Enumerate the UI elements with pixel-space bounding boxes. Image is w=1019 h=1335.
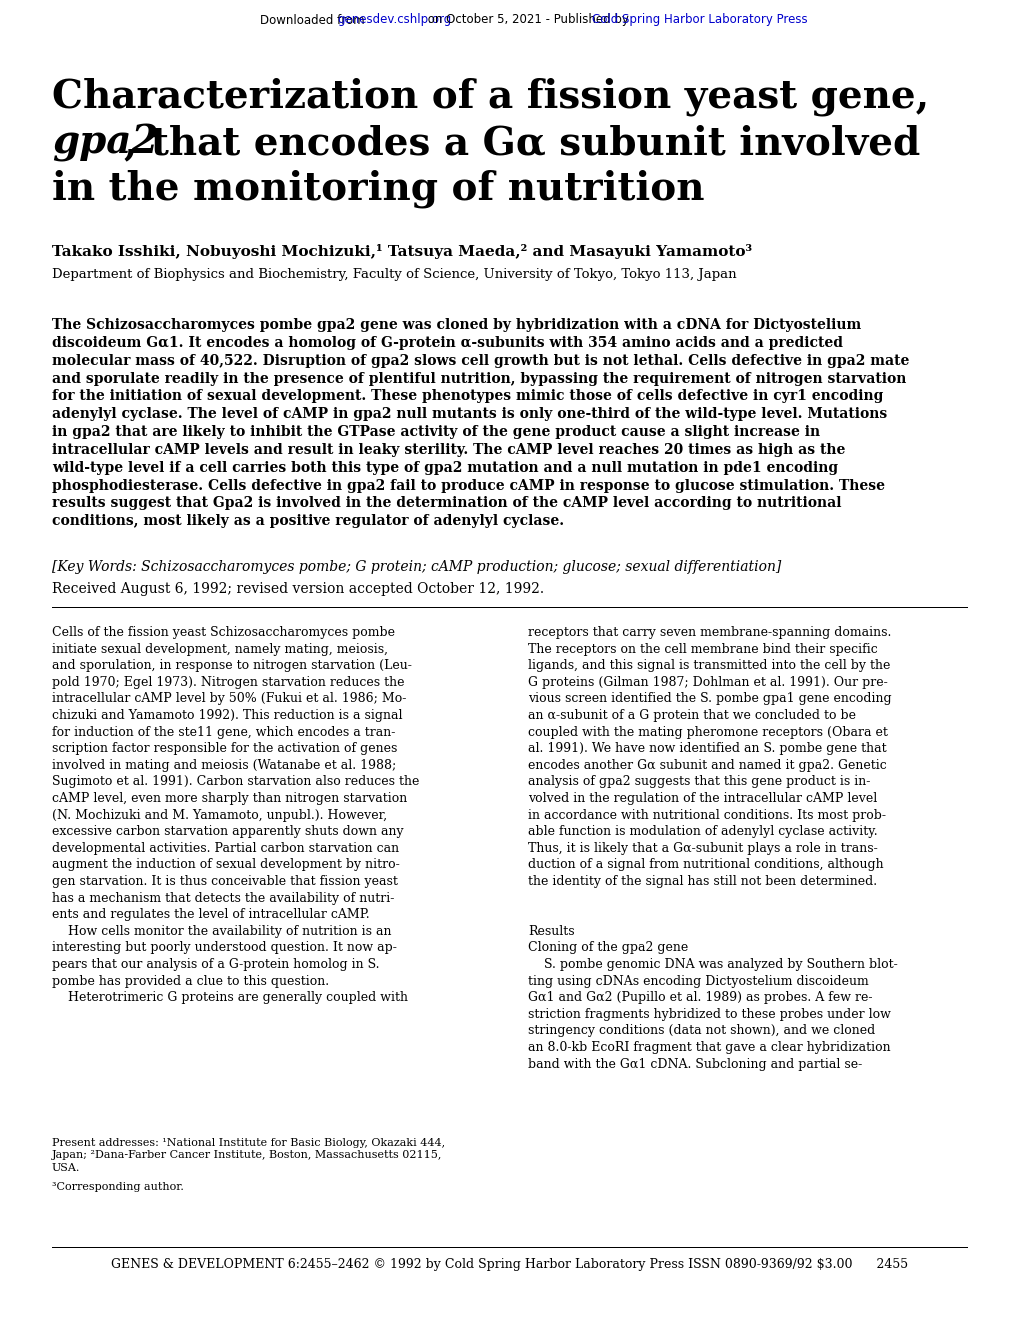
Text: Cells of the fission yeast Schizosaccharomyces pombe
initiate sexual development: Cells of the fission yeast Schizosacchar… — [52, 626, 419, 1004]
Text: GENES & DEVELOPMENT 6:2455–2462 © 1992 by Cold Spring Harbor Laboratory Press IS: GENES & DEVELOPMENT 6:2455–2462 © 1992 b… — [111, 1258, 908, 1271]
Text: Department of Biophysics and Biochemistry, Faculty of Science, University of Tok: Department of Biophysics and Biochemistr… — [52, 268, 736, 280]
Text: receptors that carry seven membrane-spanning domains.
The receptors on the cell : receptors that carry seven membrane-span… — [528, 626, 897, 1071]
Text: Cold Spring Harbor Laboratory Press: Cold Spring Harbor Laboratory Press — [591, 13, 806, 27]
Text: on October 5, 2021 - Published by: on October 5, 2021 - Published by — [423, 13, 632, 27]
Text: The Schizosaccharomyces pombe gpa2 gene was cloned by hybridization with a cDNA : The Schizosaccharomyces pombe gpa2 gene … — [52, 318, 909, 529]
Text: , that encodes a Gα subunit involved: , that encodes a Gα subunit involved — [124, 124, 919, 162]
Text: Present addresses: ¹National Institute for Basic Biology, Okazaki 444,
Japan; ²D: Present addresses: ¹National Institute f… — [52, 1137, 444, 1173]
Text: [Key Words: Schizosaccharomyces pombe; G protein; cAMP production; glucose; sexu: [Key Words: Schizosaccharomyces pombe; G… — [52, 559, 781, 574]
Text: Characterization of a fission yeast gene,: Characterization of a fission yeast gene… — [52, 77, 928, 116]
Text: Takako Isshiki, Nobuyoshi Mochizuki,¹ Tatsuya Maeda,² and Masayuki Yamamoto³: Takako Isshiki, Nobuyoshi Mochizuki,¹ Ta… — [52, 244, 751, 259]
Text: genesdev.cshlp.org: genesdev.cshlp.org — [337, 13, 451, 27]
Text: in the monitoring of nutrition: in the monitoring of nutrition — [52, 170, 704, 208]
Text: Downloaded from: Downloaded from — [260, 13, 369, 27]
Text: gpa2: gpa2 — [52, 124, 158, 162]
Text: ³Corresponding author.: ³Corresponding author. — [52, 1181, 183, 1192]
Text: Received August 6, 1992; revised version accepted October 12, 1992.: Received August 6, 1992; revised version… — [52, 582, 543, 595]
